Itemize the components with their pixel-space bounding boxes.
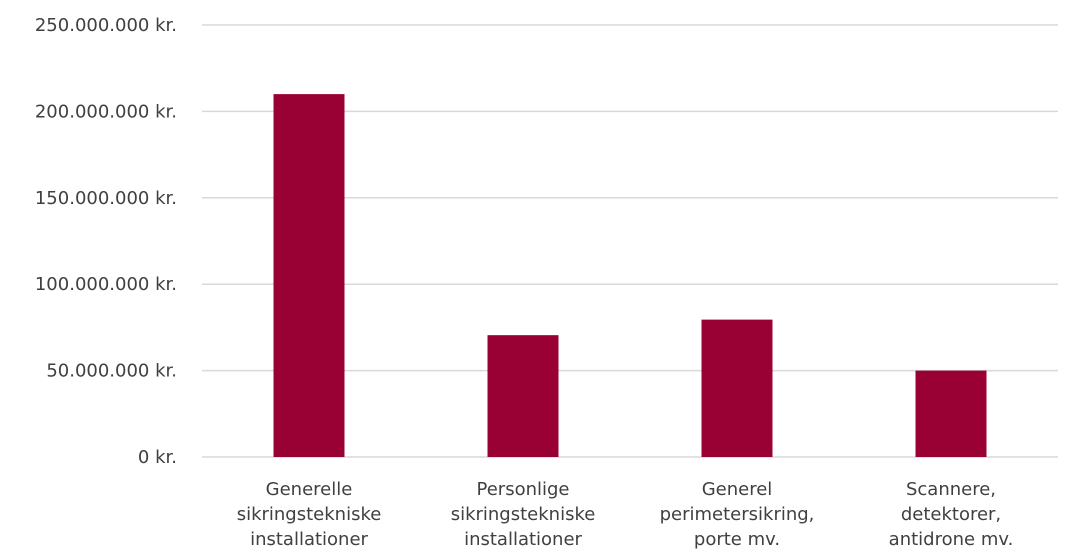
y-tick-label: 50.000.000 kr.	[46, 361, 177, 382]
x-tick-label-line: Generelle	[266, 479, 353, 500]
x-tick-label-line: installationer	[250, 529, 368, 550]
bar	[273, 94, 345, 458]
x-tick-label-line: Generel	[702, 479, 773, 500]
x-tick-label: Generelle sikringstekniske installationer	[237, 479, 382, 550]
x-tick-label-line: Personlige	[477, 479, 570, 500]
x-tick-label-line: sikringstekniske	[451, 504, 596, 525]
y-tick-label: 100.000.000 kr.	[35, 274, 177, 295]
y-tick-label: 150.000.000 kr.	[35, 188, 177, 209]
y-tick-label: 250.000.000 kr.	[35, 15, 177, 36]
y-tick-label: 0 kr.	[138, 447, 177, 468]
y-tick-label: 200.000.000 kr.	[35, 101, 177, 122]
x-tick-label-line: detektorer,	[901, 504, 1001, 525]
bars	[273, 94, 987, 458]
x-tick-label: Generel perimetersikring, porte mv.	[660, 479, 815, 550]
x-tick-label-line: perimetersikring,	[660, 504, 815, 525]
x-tick-label: Personlige sikringstekniske installationer	[451, 479, 596, 550]
x-axis-labels: Generelle sikringstekniske installationerP…	[237, 479, 1014, 550]
x-tick-label-line: installationer	[464, 529, 582, 550]
x-tick-label-line: Scannere,	[906, 479, 996, 500]
x-tick-label: Scannere, detektorer, antidrone mv.	[889, 479, 1014, 550]
bar	[487, 335, 559, 457]
x-tick-label-line: antidrone mv.	[889, 529, 1014, 550]
bar	[915, 370, 987, 457]
y-axis-ticks: 0 kr. 50.000.000 kr. 100.000.000 kr. 150.00…	[35, 15, 177, 468]
bar	[701, 319, 773, 457]
x-tick-label-line: porte mv.	[694, 529, 780, 550]
x-tick-label-line: sikringstekniske	[237, 504, 382, 525]
gridlines	[202, 24, 1058, 458]
